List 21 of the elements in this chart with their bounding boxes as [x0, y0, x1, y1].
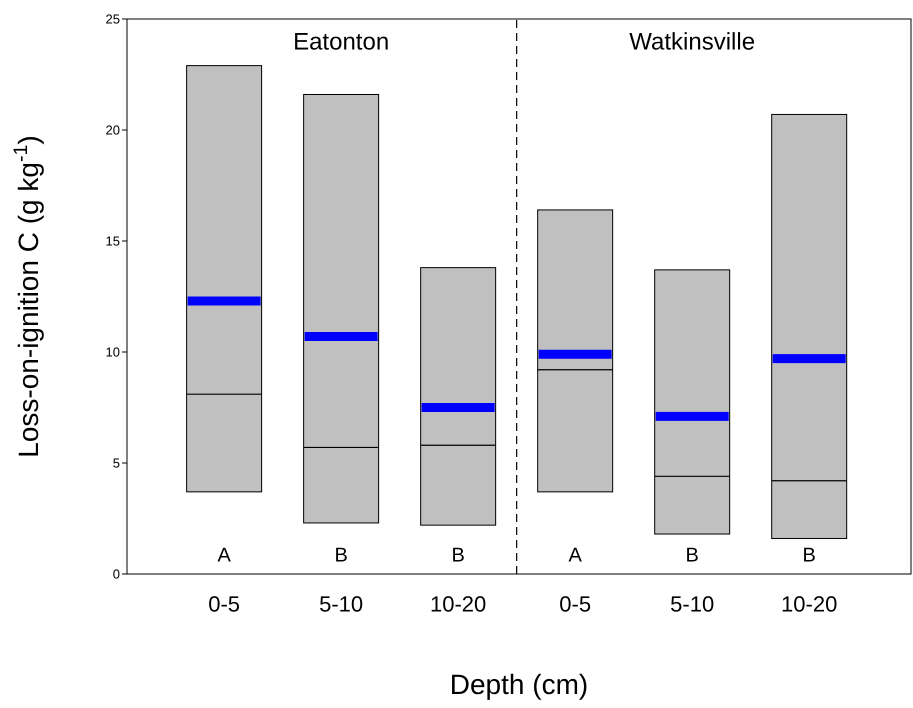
- y-tick-label: 10: [106, 344, 120, 360]
- x-axis-title: Depth (cm): [450, 669, 588, 700]
- x-tick-label: 10-20: [781, 592, 838, 617]
- y-tick-label: 0: [112, 566, 120, 582]
- annotation: B: [802, 544, 816, 567]
- x-tick-label: 0-5: [559, 592, 592, 617]
- annotation: B: [334, 544, 348, 567]
- annotation: B: [451, 544, 465, 567]
- x-tick-label: 0-5: [208, 592, 240, 617]
- annotation: Watkinsville: [629, 28, 756, 56]
- annotation: A: [568, 544, 582, 567]
- x-tick-label: 5-10: [319, 592, 364, 617]
- y-tick-label: 15: [106, 234, 120, 249]
- annotation: A: [217, 544, 232, 567]
- x-tick-label: 5-10: [670, 592, 714, 617]
- x-tick-label: 10-20: [430, 592, 486, 617]
- y-tick-label: 20: [106, 122, 120, 138]
- y-tick-label: 25: [106, 12, 120, 27]
- y-tick-label: 5: [112, 456, 120, 471]
- annotation: B: [686, 544, 699, 567]
- annotation: Eatonton: [293, 28, 390, 56]
